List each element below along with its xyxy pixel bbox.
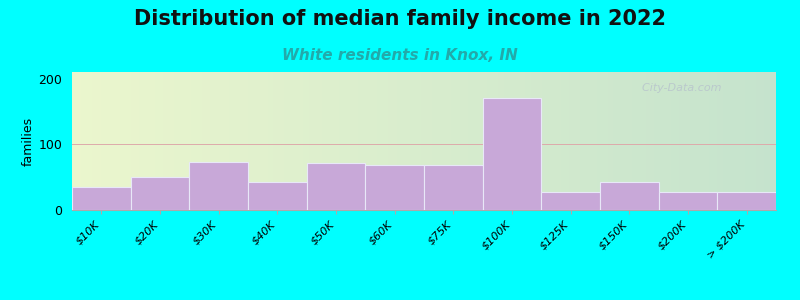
Bar xyxy=(718,192,776,210)
Bar xyxy=(600,182,658,210)
Bar xyxy=(72,187,130,210)
Bar xyxy=(542,192,600,210)
Bar xyxy=(130,177,190,210)
Bar xyxy=(306,163,366,210)
Y-axis label: families: families xyxy=(22,116,34,166)
Bar xyxy=(190,162,248,210)
Bar xyxy=(482,98,542,210)
Bar xyxy=(366,165,424,210)
Bar xyxy=(424,165,482,210)
Bar xyxy=(658,192,718,210)
Text: City-Data.com: City-Data.com xyxy=(635,83,722,93)
Text: Distribution of median family income in 2022: Distribution of median family income in … xyxy=(134,9,666,29)
Bar xyxy=(248,182,306,210)
Text: White residents in Knox, IN: White residents in Knox, IN xyxy=(282,48,518,63)
